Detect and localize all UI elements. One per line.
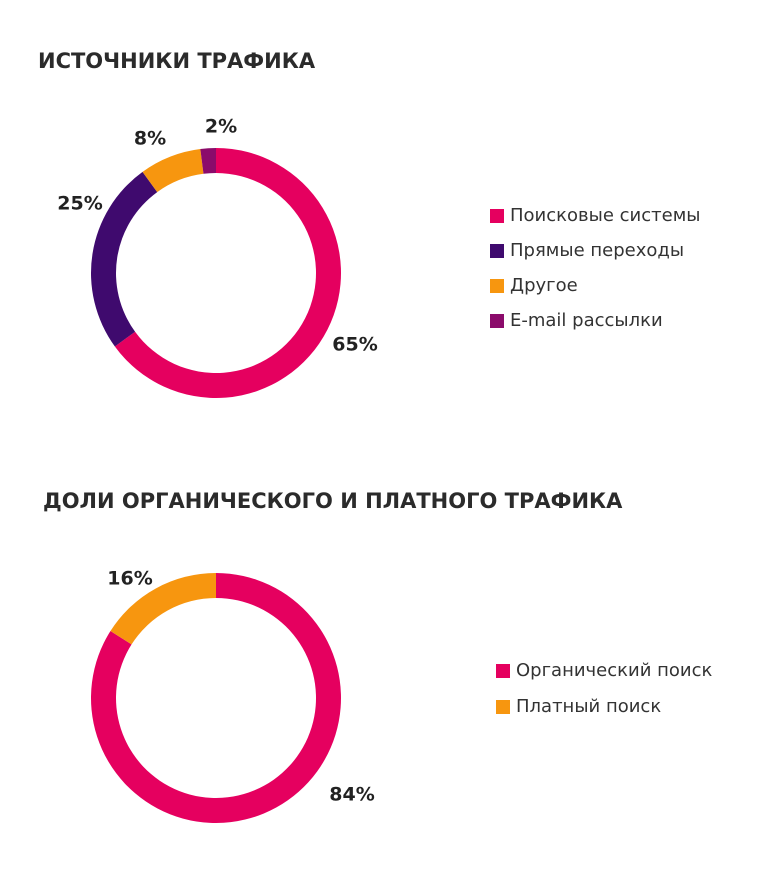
legend-label: Платный поиск bbox=[516, 696, 661, 717]
donut-segment bbox=[200, 148, 216, 174]
chart-title: ДОЛИ ОРГАНИЧЕСКОГО И ПЛАТНОГО ТРАФИКА bbox=[43, 489, 623, 513]
legend-label: Органический поиск bbox=[516, 660, 713, 681]
legend-swatch bbox=[490, 244, 504, 258]
legend-swatch bbox=[496, 664, 510, 678]
legend-swatch bbox=[496, 700, 510, 714]
legend-label: Прямые переходы bbox=[510, 240, 684, 261]
value-label: 65% bbox=[332, 334, 377, 356]
donut-segment bbox=[91, 171, 158, 347]
chart-title: ИСТОЧНИКИ ТРАФИКА bbox=[38, 49, 316, 73]
legend-label: E-mail рассылки bbox=[510, 310, 663, 331]
value-label: 16% bbox=[107, 568, 152, 590]
value-label: 2% bbox=[205, 116, 237, 138]
legend-swatch bbox=[490, 279, 504, 293]
legend-label: Другое bbox=[510, 275, 578, 296]
legend-swatch bbox=[490, 209, 504, 223]
value-label: 8% bbox=[134, 128, 166, 150]
legend-swatch bbox=[490, 314, 504, 328]
donut-segment bbox=[142, 148, 204, 193]
legend-label: Поисковые системы bbox=[510, 205, 701, 226]
donut-segment bbox=[110, 573, 216, 645]
value-label: 84% bbox=[329, 784, 374, 806]
value-label: 25% bbox=[57, 193, 102, 215]
